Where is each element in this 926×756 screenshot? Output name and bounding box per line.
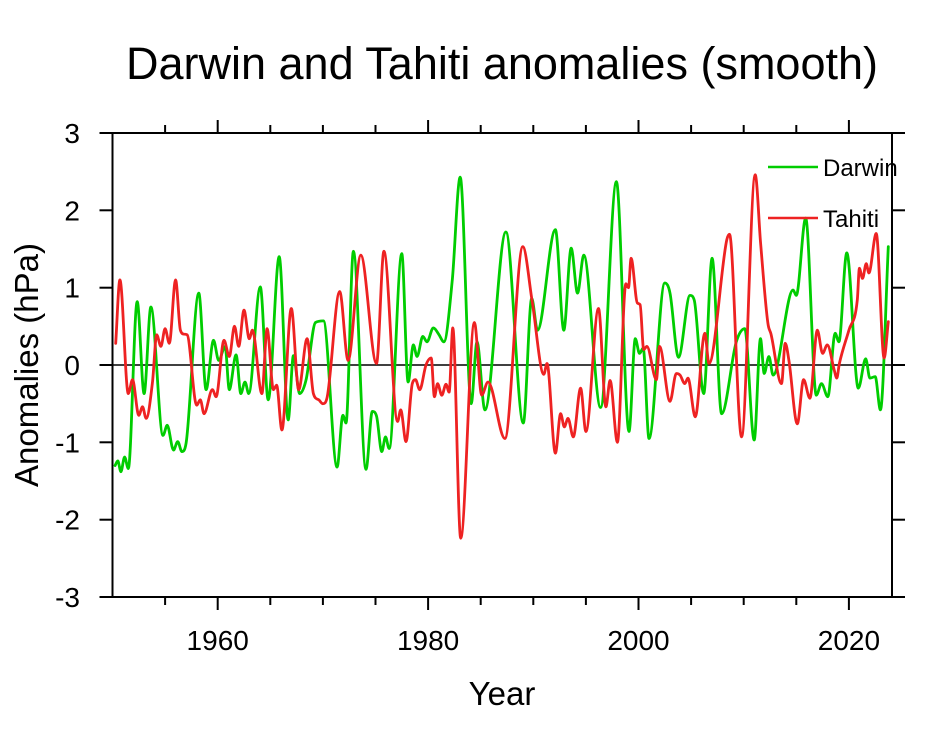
x-tick-label: 2020 — [818, 625, 880, 656]
axis-ticks — [99, 120, 905, 610]
x-tick-label: 1960 — [187, 625, 249, 656]
legend-label-tahiti: Tahiti — [823, 206, 879, 233]
y-tick-label: 0 — [64, 350, 80, 381]
chart-title: Darwin and Tahiti anomalies (smooth) — [126, 38, 878, 89]
tahiti-series-line — [114, 173, 890, 540]
y-tick-label: 1 — [64, 273, 80, 304]
darwin-series-line — [113, 175, 890, 474]
x-tick-label: 2000 — [607, 625, 669, 656]
legend: Darwin Tahiti — [768, 155, 898, 233]
y-axis-title: Anomalies (hPa) — [8, 243, 45, 487]
legend-label-darwin: Darwin — [823, 155, 898, 182]
y-tick-label: -1 — [55, 427, 80, 458]
x-axis-title: Year — [469, 675, 536, 712]
y-tick-label: -3 — [55, 582, 80, 613]
y-tick-label: 2 — [64, 195, 80, 226]
y-tick-label: -2 — [55, 505, 80, 536]
plot-box — [111, 132, 893, 598]
y-tick-label: 3 — [64, 118, 80, 149]
series-lines — [113, 173, 890, 540]
x-tick-label: 1980 — [397, 625, 459, 656]
axis-tick-labels: 1960 1980 2000 2020 3 2 1 0 -1 -2 -3 — [55, 118, 880, 656]
